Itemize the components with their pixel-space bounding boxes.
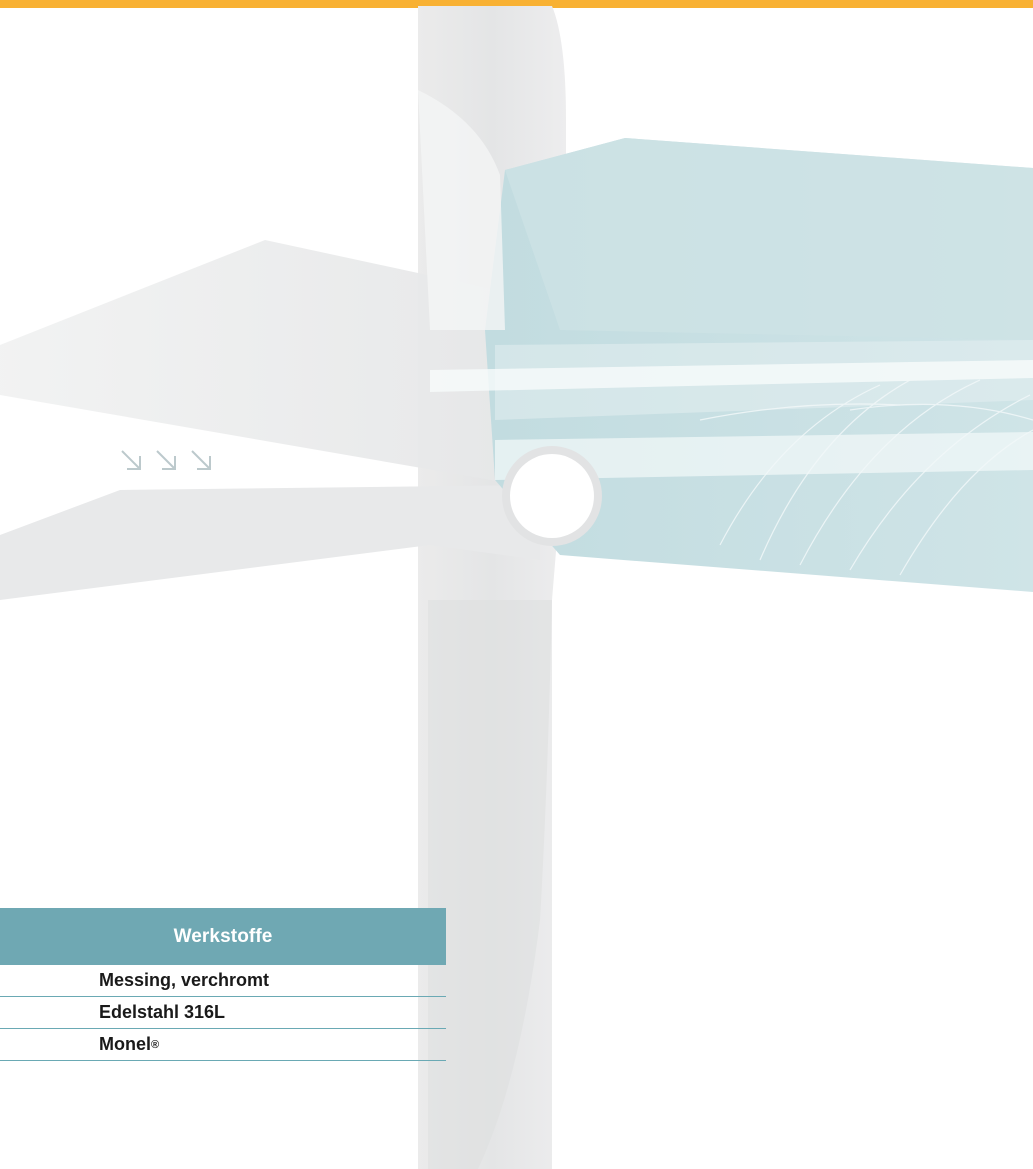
materials-row: Edelstahl 316L [0, 997, 446, 1029]
arrow-group [118, 447, 215, 474]
upper-left-wing-shape [0, 240, 520, 485]
material-label: Messing, verchromt [99, 970, 270, 990]
arrow-down-right-icon [191, 450, 211, 470]
material-label: Edelstahl 316L [99, 1002, 226, 1022]
top-accent-bar [0, 0, 1033, 8]
arrow-down-right-icon [156, 450, 176, 470]
arrow-down-right-icon [121, 450, 141, 470]
material-label: Monel [99, 1034, 151, 1054]
lower-left-wing-shape [0, 485, 540, 600]
materials-row: Monel ® [0, 1029, 446, 1061]
materials-table-header: Werkstoffe [0, 908, 446, 965]
materials-row: Messing, verchromt [0, 965, 446, 997]
materials-table: Werkstoffe Messing, verchromt Edelstahl … [0, 908, 446, 1061]
